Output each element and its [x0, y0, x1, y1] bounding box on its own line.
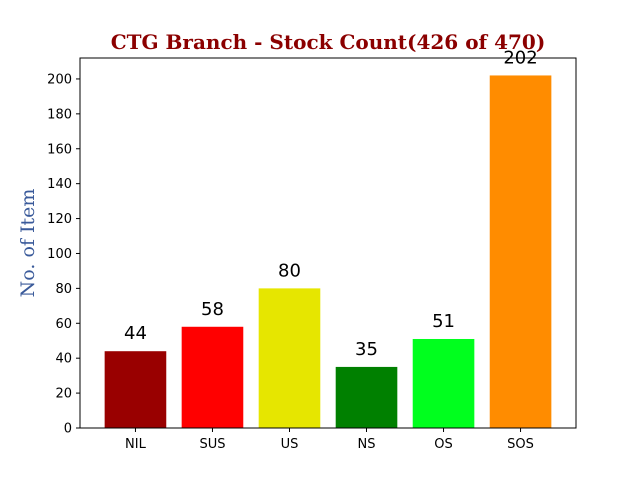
bar-os	[412, 338, 475, 428]
bar-sos	[489, 75, 552, 429]
y-tick-label: 0	[64, 422, 72, 437]
bars	[104, 75, 552, 429]
chart-title: CTG Branch - Stock Count(426 of 470)	[111, 30, 546, 54]
bar-nil	[104, 351, 167, 428]
data-label: 80	[278, 260, 301, 281]
y-tick-label: 120	[47, 212, 72, 227]
bar-sus	[181, 326, 244, 428]
y-axis: 0 20 40 60 80 100 120 140 160 180 200	[47, 72, 80, 437]
x-tick-label: SOS	[507, 437, 534, 452]
plot-frame	[79, 57, 577, 429]
x-tick-label: OS	[434, 437, 452, 452]
data-label: 51	[432, 311, 455, 332]
x-tick-label: NS	[358, 437, 376, 452]
x-axis: NIL SUS US NS OS SOS	[125, 428, 534, 452]
data-label: 35	[355, 339, 378, 360]
y-tick-label: 60	[55, 317, 72, 332]
y-tick-label: 100	[47, 247, 72, 262]
bar-us	[258, 288, 321, 428]
y-tick-label: 200	[47, 72, 72, 87]
y-tick-label: 140	[47, 177, 72, 192]
x-tick-label: SUS	[199, 437, 225, 452]
x-tick-label: US	[281, 437, 299, 452]
x-tick-label: NIL	[125, 437, 147, 452]
data-label: 58	[201, 299, 224, 320]
y-tick-label: 180	[47, 107, 72, 122]
bar-ns	[335, 366, 398, 428]
y-tick-label: 80	[55, 282, 72, 297]
y-tick-label: 20	[55, 387, 72, 402]
y-axis-label: No. of Item	[17, 189, 39, 298]
y-tick-label: 40	[55, 352, 72, 367]
data-label: 44	[124, 323, 147, 344]
y-tick-label: 160	[47, 142, 72, 157]
